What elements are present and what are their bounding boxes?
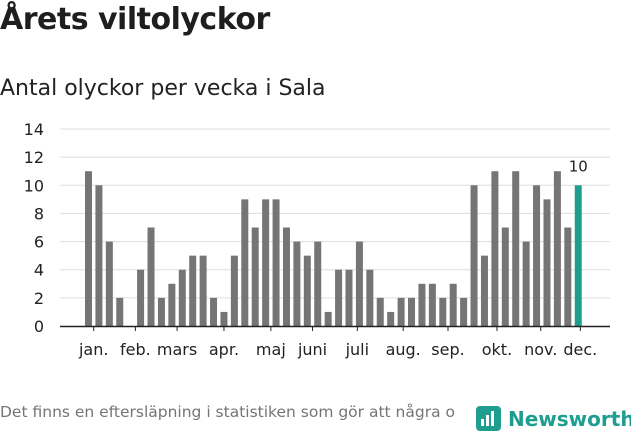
bar xyxy=(553,171,561,326)
bar xyxy=(408,297,416,326)
bar xyxy=(522,241,530,326)
bar-group xyxy=(85,171,582,326)
bar xyxy=(314,241,322,326)
bar xyxy=(460,297,468,326)
bar xyxy=(293,241,301,326)
bar xyxy=(366,269,374,326)
bar xyxy=(220,311,228,326)
x-tick-label: juni xyxy=(297,340,327,359)
bar xyxy=(512,171,520,326)
bar xyxy=(439,297,447,326)
x-tick-label: sep. xyxy=(431,340,464,359)
page-title: Årets viltolyckor xyxy=(0,2,270,37)
bar xyxy=(189,255,197,326)
y-tick-label: 12 xyxy=(24,148,44,167)
x-tick-label: juli xyxy=(345,340,369,359)
bar xyxy=(168,283,176,326)
bar xyxy=(199,255,207,326)
bar xyxy=(251,227,259,326)
bar xyxy=(95,185,103,326)
bar xyxy=(85,171,92,326)
footnote: Det finns en eftersläpning i statistiken… xyxy=(0,403,455,421)
x-tick-label: apr. xyxy=(209,340,239,359)
brand-logo[interactable]: Newsworthy xyxy=(476,406,631,431)
bar xyxy=(449,283,457,326)
bar xyxy=(564,227,572,326)
axis-group xyxy=(60,325,610,331)
bar xyxy=(418,283,426,326)
bar xyxy=(147,227,155,326)
bar xyxy=(574,185,582,326)
bar xyxy=(345,269,353,326)
bar xyxy=(480,255,488,326)
label-group: 0 2 4 6 8 10 12 14 jan. feb. mars apr. maj juni juli au… xyxy=(24,120,598,359)
bar xyxy=(397,297,405,326)
y-tick-label: 2 xyxy=(34,289,44,308)
y-tick-label: 14 xyxy=(24,120,44,139)
bar xyxy=(116,297,124,326)
chart-subtitle: Antal olyckor per vecka i Sala xyxy=(0,76,326,101)
bar xyxy=(470,185,478,326)
x-tick-label: feb. xyxy=(120,340,151,359)
bar xyxy=(282,227,290,326)
bar xyxy=(262,199,270,326)
bar xyxy=(501,227,509,326)
newsworthy-logo-icon xyxy=(476,406,501,431)
x-tick-label: dec. xyxy=(563,340,597,359)
x-tick-label: okt. xyxy=(482,340,512,359)
bar xyxy=(137,269,145,326)
bar xyxy=(303,255,311,326)
bar xyxy=(533,185,541,326)
x-tick-label: nov. xyxy=(524,340,557,359)
bar-chart: 0 2 4 6 8 10 12 14 jan. feb. mars apr. maj juni juli au… xyxy=(24,120,610,359)
bar xyxy=(355,241,363,326)
bar xyxy=(491,171,499,326)
bar xyxy=(335,269,343,326)
y-tick-label: 8 xyxy=(34,204,44,223)
bar xyxy=(324,311,332,326)
bar xyxy=(241,199,249,326)
bar xyxy=(210,297,218,326)
y-tick-label: 0 xyxy=(34,317,44,336)
bar xyxy=(543,199,551,326)
x-tick-label: maj xyxy=(256,340,286,359)
bar xyxy=(178,269,186,326)
bar xyxy=(387,311,395,326)
bar xyxy=(376,297,384,326)
brand-name: Newsworthy xyxy=(508,406,631,431)
data-label: 10 xyxy=(569,157,588,175)
y-tick-label: 10 xyxy=(24,176,44,195)
x-tick-label: mars xyxy=(157,340,197,359)
bar xyxy=(230,255,238,326)
y-tick-label: 4 xyxy=(34,261,44,280)
bar xyxy=(105,241,113,326)
bar xyxy=(157,297,165,326)
x-tick-label: aug. xyxy=(386,340,421,359)
y-tick-label: 6 xyxy=(34,233,44,252)
bar xyxy=(272,199,280,326)
x-tick-label: jan. xyxy=(78,340,108,359)
bar xyxy=(428,283,436,326)
